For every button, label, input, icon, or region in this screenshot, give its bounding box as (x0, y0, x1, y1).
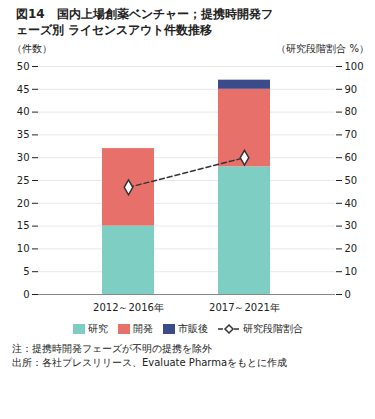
svg-text:100: 100 (345, 61, 364, 72)
html-text:研究: 研究 (87, 323, 108, 334)
svg-text:10: 10 (17, 243, 30, 254)
html-text:研究段階割合: 研究段階割合 (242, 323, 303, 334)
svg-text:90: 90 (345, 84, 358, 95)
svg-text:30: 30 (345, 220, 358, 231)
svg-text:25: 25 (17, 175, 30, 186)
svg-text:15: 15 (17, 220, 30, 231)
html-text:注：提携時開発フェーズが不明の提携を除外: 注：提携時開発フェーズが不明の提携を除外 (12, 343, 212, 354)
html-text:（研究段階割合 %）: （研究段階割合 %） (276, 43, 369, 54)
svg-text:0: 0 (23, 289, 29, 300)
html-text:（件数）: （件数） (12, 43, 52, 54)
html-text:開発: 開発 (132, 323, 153, 334)
svg-text:70: 70 (345, 129, 358, 140)
svg-text:20: 20 (345, 243, 358, 254)
html-text:図14 国内上場創薬ベンチャー；提携時開発フ ェーズ別 ライ: 図14 国内上場創薬ベンチャー；提携時開発フ ェーズ別 ライセンスアウト件数推移 (16, 7, 273, 37)
html-text:市販後: 市販後 (177, 323, 208, 334)
html-text:出所：各社プレスリリース、Evaluate Pharmaをも: 出所：各社プレスリリース、Evaluate Pharmaをもとに作成 (12, 357, 288, 368)
svg-text:50: 50 (345, 175, 358, 186)
svg-text:40: 40 (17, 106, 30, 117)
svg-text:35: 35 (17, 129, 30, 140)
svg-text:45: 45 (17, 84, 30, 95)
svg-text:80: 80 (345, 106, 358, 117)
svg-text:0: 0 (345, 289, 351, 300)
svg-text:2017～2021年: 2017～2021年 (209, 302, 280, 313)
svg-text:60: 60 (345, 152, 358, 163)
svg-text:40: 40 (345, 198, 358, 209)
svg-text:2012～2016年: 2012～2016年 (93, 302, 164, 313)
svg-text:5: 5 (23, 266, 29, 277)
svg-text:30: 30 (17, 152, 30, 163)
svg-text:50: 50 (17, 61, 30, 72)
svg-text:20: 20 (17, 198, 30, 209)
svg-text:10: 10 (345, 266, 358, 277)
